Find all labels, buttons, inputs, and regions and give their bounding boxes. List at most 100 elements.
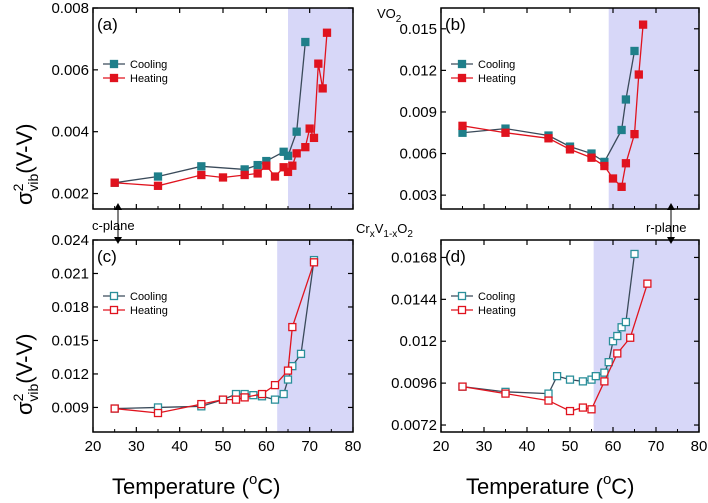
data-point-heating xyxy=(197,170,206,180)
data-point-cooling xyxy=(565,375,575,384)
data-point-heating xyxy=(309,133,319,143)
data-point-heating xyxy=(318,84,327,93)
series-line-heating xyxy=(462,283,649,412)
legend-label: Heating xyxy=(130,305,168,317)
x-tick-label: 30 xyxy=(476,438,493,455)
data-point-heating xyxy=(292,149,301,158)
data-point-heating xyxy=(253,169,262,178)
data-point-heating xyxy=(565,406,575,416)
data-point-heating xyxy=(231,395,241,404)
x-tick-label: 80 xyxy=(691,438,708,455)
data-point-heating xyxy=(544,396,553,405)
data-point-heating xyxy=(288,161,297,170)
x-tick-label: 80 xyxy=(345,438,362,455)
data-point-cooling xyxy=(608,337,618,346)
data-point-heating xyxy=(501,128,510,137)
x-tick-label: 30 xyxy=(128,438,145,455)
legend-marker xyxy=(109,291,119,301)
legend-marker xyxy=(457,59,467,69)
y-tick-label: 0.0168 xyxy=(391,249,437,266)
data-point-cooling xyxy=(630,46,639,56)
legend-label: Cooling xyxy=(130,59,167,71)
legend-marker xyxy=(109,305,119,315)
data-point-cooling xyxy=(283,375,293,384)
data-point-heating xyxy=(288,322,297,332)
y-tick-label: 0.0096 xyxy=(391,375,437,392)
data-point-heating xyxy=(626,333,635,342)
x-tick-label: 50 xyxy=(562,438,579,455)
y-tick-label: 0.0072 xyxy=(391,417,437,434)
c-plane-label: c-plane xyxy=(92,218,135,233)
data-point-cooling xyxy=(292,127,301,136)
y-tick-label: 0.008 xyxy=(51,0,89,17)
data-point-cooling xyxy=(621,317,631,327)
data-point-cooling xyxy=(552,371,562,381)
data-point-cooling xyxy=(617,323,626,332)
data-point-heating xyxy=(600,377,609,386)
y-tick-label: 0.024 xyxy=(51,232,89,249)
data-point-heating xyxy=(240,393,249,402)
x-tick-label: 40 xyxy=(519,438,536,455)
transition-shade xyxy=(608,8,699,209)
data-point-cooling xyxy=(604,358,613,367)
data-point-heating xyxy=(153,181,163,190)
data-point-heating xyxy=(587,405,596,414)
y-tick-label: 0.012 xyxy=(51,366,89,383)
data-point-heating xyxy=(279,163,288,172)
panel-label: (c) xyxy=(97,247,117,266)
data-point-cooling xyxy=(270,395,280,404)
x-tick-label: 60 xyxy=(258,438,275,455)
data-point-heating xyxy=(565,145,575,154)
y-tick-label: 0.006 xyxy=(399,146,437,163)
data-point-heating xyxy=(600,161,609,171)
legend-label: Heating xyxy=(130,73,168,85)
y-tick-label: 0.015 xyxy=(399,21,437,38)
x-tick-label: 40 xyxy=(171,438,188,455)
c-plane-arrow xyxy=(114,203,122,244)
data-point-cooling xyxy=(630,249,639,259)
data-point-cooling xyxy=(153,172,163,181)
vo2-label: VO2 xyxy=(377,6,402,25)
data-point-cooling xyxy=(253,160,262,170)
legend-label: Cooling xyxy=(130,291,167,303)
data-point-heating xyxy=(283,167,293,177)
data-point-heating xyxy=(643,279,652,288)
panel-label: (b) xyxy=(445,15,466,34)
panel-label: (a) xyxy=(97,15,118,34)
data-point-heating xyxy=(314,59,323,68)
y-tick-label: 0.018 xyxy=(51,299,89,316)
legend-marker xyxy=(109,59,119,69)
transition-shade xyxy=(277,240,353,432)
data-point-heating xyxy=(634,70,643,79)
panel-c: 20 30 40 50 60 70 80 0.009 0.012 0.015 0.018 0.021 0… xyxy=(51,232,361,455)
x-axis-label-left: Temperature (oC) xyxy=(112,471,281,499)
panel-b: 0.003 0.006 0.009 0.012 0.015 (b) Cooling Heati… xyxy=(399,7,700,210)
data-point-cooling xyxy=(458,128,467,137)
data-point-heating xyxy=(638,20,648,29)
data-point-heating xyxy=(301,143,310,152)
legend-label: Cooling xyxy=(478,59,515,71)
data-point-heating xyxy=(110,178,119,187)
y-tick-label: 0.002 xyxy=(51,186,89,203)
y-tick-label: 0.015 xyxy=(51,332,89,349)
data-point-heating xyxy=(153,408,163,418)
data-point-heating xyxy=(257,389,267,399)
data-point-heating xyxy=(578,403,588,412)
y-tick-label: 0.0144 xyxy=(391,291,437,308)
data-point-heating xyxy=(110,404,119,413)
y-tick-label: 0.012 xyxy=(399,62,437,79)
data-point-cooling xyxy=(296,349,306,359)
data-point-heating xyxy=(218,395,228,404)
data-point-heating xyxy=(458,382,467,391)
x-tick-label: 20 xyxy=(85,438,102,455)
data-point-heating xyxy=(270,380,280,390)
series-line-heating xyxy=(462,24,644,189)
data-point-heating xyxy=(621,159,631,168)
x-tick-label: 70 xyxy=(301,438,318,455)
legend-label: Heating xyxy=(478,73,516,85)
data-point-heating xyxy=(283,366,293,375)
data-point-cooling xyxy=(578,377,588,386)
data-point-cooling xyxy=(279,389,288,399)
data-point-heating xyxy=(608,174,618,183)
